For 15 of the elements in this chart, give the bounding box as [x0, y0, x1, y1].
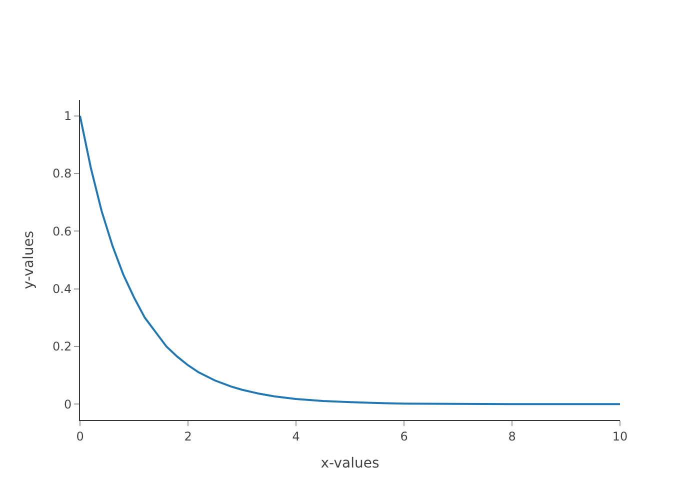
y-tick-label: 0.2: [52, 340, 72, 354]
x-tick-label: 8: [508, 429, 516, 444]
y-tick-label: 0: [64, 397, 72, 412]
line-series: [80, 114, 620, 406]
y-tick-label: 0.8: [52, 166, 72, 181]
x-tick-label: 10: [612, 429, 628, 444]
x-tick-label: 2: [184, 429, 192, 444]
x-tick-label: 4: [292, 429, 300, 444]
y-tick-label: 1: [64, 109, 72, 124]
x-tick-label: 0: [76, 429, 84, 444]
x-axis-title: x-values: [320, 456, 380, 472]
y-tick-label: 0.4: [52, 282, 72, 296]
x-tick-label: 6: [400, 429, 408, 444]
y-axis-title: y-values: [21, 230, 38, 290]
y-tick-label: 0.6: [52, 224, 72, 238]
